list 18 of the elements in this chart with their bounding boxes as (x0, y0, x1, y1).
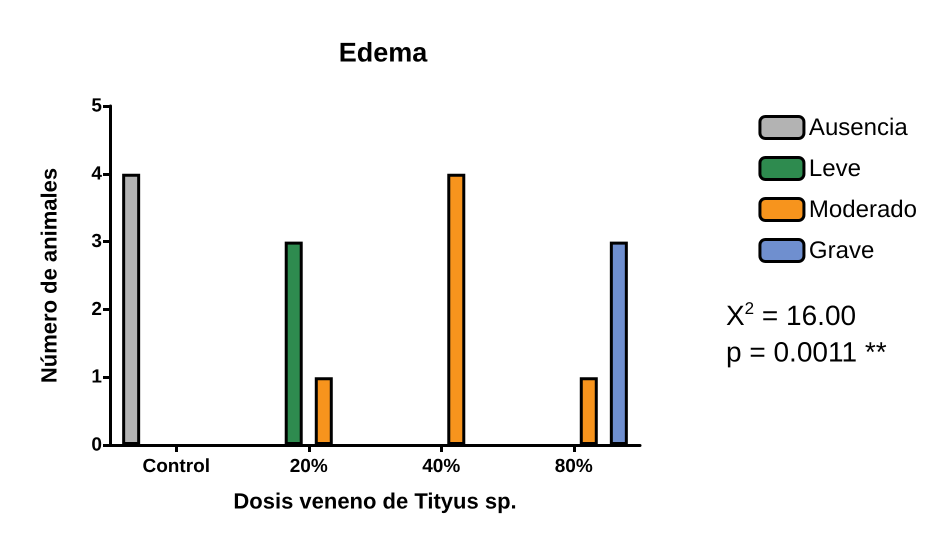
x-tick-label: 20% (290, 456, 328, 477)
legend-label: Ausencia (808, 114, 908, 141)
text: p = 0.0011 ** (726, 336, 887, 368)
y-tick-label: 5 (91, 96, 102, 116)
y-tick-label: 0 (91, 434, 102, 456)
y-tick-label: 2 (91, 298, 102, 320)
legend-label: Moderado (808, 196, 918, 223)
x-axis-title: Dosis veneno de Tityus sp. (233, 488, 517, 514)
y-axis-title: Número de animales (36, 168, 62, 384)
y-tick-label: 1 (91, 366, 102, 388)
legend-label: Leve (808, 155, 861, 182)
x-tick-label: 80% (554, 456, 593, 477)
y-tick-label: 4 (91, 163, 102, 184)
x-tick-label: 40% (422, 456, 460, 477)
chart-title: Edema (338, 38, 428, 68)
legend-label: Grave (808, 237, 874, 264)
y-tick-label: 3 (91, 231, 102, 252)
x-tick-label: Control (142, 456, 210, 477)
